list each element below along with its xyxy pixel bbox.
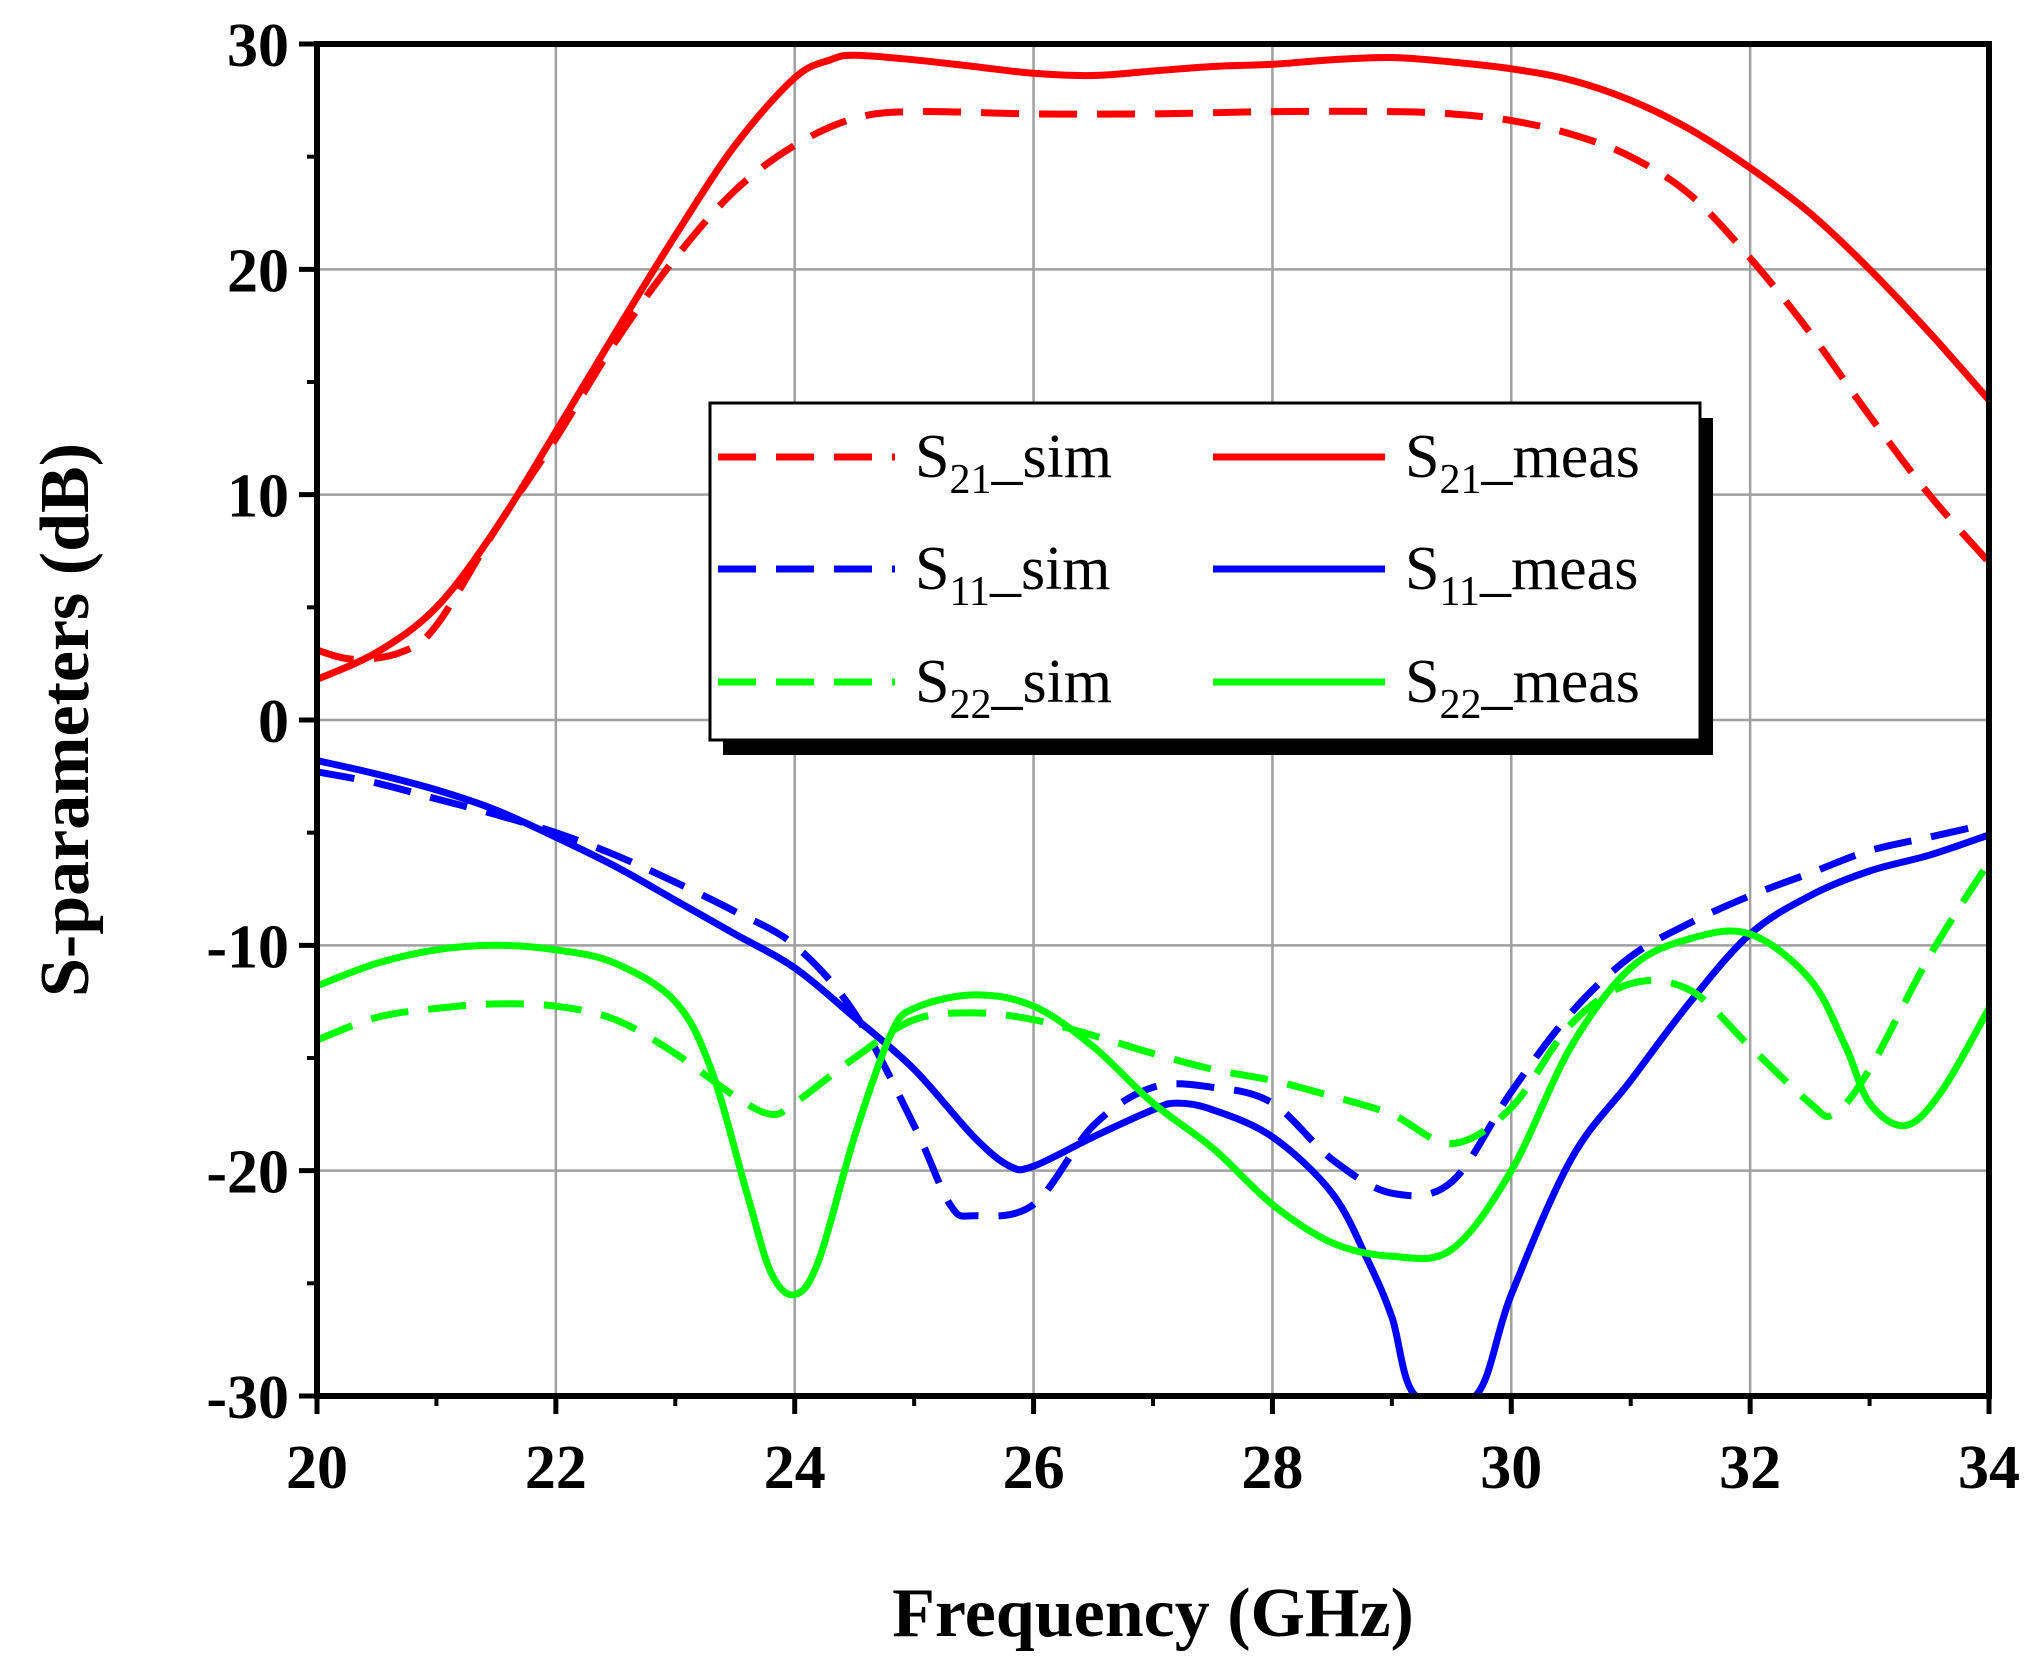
y-axis-title: S-parameters (dB) [27, 443, 104, 997]
legend-label-s11-sim: S11_sim [915, 535, 1111, 615]
series-line-s22-meas [317, 927, 1989, 1299]
x-tick-label: 24 [764, 1434, 826, 1502]
legend-label-s21-meas: S21_meas [1405, 423, 1640, 503]
axis-ticks [299, 41, 1992, 1414]
y-tick-label: 20 [227, 237, 289, 305]
series-line-s11-meas [317, 757, 1989, 1396]
legend: S21_sim S21_meas S11_sim S11_meas S22_sim S22… [708, 401, 1713, 755]
y-tick-label: 10 [227, 463, 289, 531]
x-tick-label: 26 [1003, 1434, 1065, 1502]
y-tick-label: -10 [206, 913, 289, 981]
legend-label-s22-sim: S22_sim [915, 648, 1112, 728]
legend-label-s11-meas: S11_meas [1405, 535, 1638, 615]
tick-labels: 20 22 24 26 28 30 32 34 30 20 10 0 -10 -20 -30 [206, 12, 2020, 1502]
x-tick-label: 32 [1719, 1434, 1781, 1502]
x-tick-label: 22 [525, 1434, 587, 1502]
y-tick-label: -20 [206, 1139, 289, 1207]
y-tick-label: 0 [258, 688, 289, 756]
series-line-s21-sim [317, 107, 1989, 663]
x-tick-label: 20 [286, 1434, 348, 1502]
x-tick-label: 34 [1958, 1434, 2020, 1502]
series-line-s21-meas [317, 51, 1989, 683]
x-axis-title: Frequency (GHz) [892, 1575, 1414, 1652]
series-line-s11-sim [317, 768, 1989, 1220]
series-lines [317, 51, 1989, 1396]
y-tick-label: -30 [206, 1364, 289, 1432]
series-line-s22-sim [317, 860, 1989, 1148]
legend-label-s22-meas: S22_meas [1405, 648, 1640, 728]
x-tick-label: 28 [1241, 1434, 1303, 1502]
legend-box [708, 401, 1702, 742]
legend-label-s21-sim: S21_sim [915, 423, 1112, 503]
x-tick-label: 30 [1480, 1434, 1542, 1502]
y-tick-label: 30 [227, 12, 289, 80]
